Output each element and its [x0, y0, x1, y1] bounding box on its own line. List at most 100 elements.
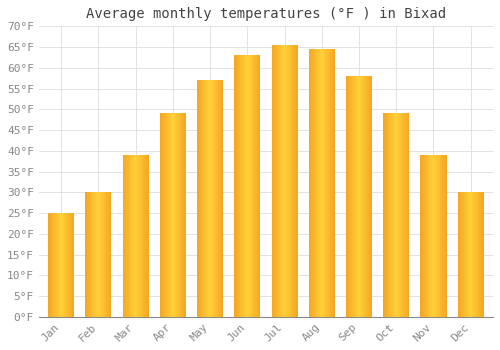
Bar	[440, 155, 442, 317]
Bar	[89, 192, 90, 317]
Bar	[458, 192, 460, 317]
Bar	[424, 155, 425, 317]
Bar	[179, 113, 180, 317]
Bar	[252, 55, 254, 317]
Bar	[352, 76, 353, 317]
Bar	[200, 80, 202, 317]
Bar	[470, 192, 472, 317]
Bar	[199, 80, 200, 317]
Bar	[162, 113, 164, 317]
Bar	[127, 155, 128, 317]
Bar	[171, 113, 172, 317]
Bar	[292, 45, 293, 317]
Bar	[138, 155, 139, 317]
Bar	[371, 76, 372, 317]
Bar	[420, 155, 422, 317]
Bar	[326, 49, 327, 317]
Bar	[174, 113, 176, 317]
Bar	[102, 192, 104, 317]
Bar	[145, 155, 146, 317]
Bar	[147, 155, 148, 317]
Bar	[88, 192, 89, 317]
Bar	[178, 113, 179, 317]
Bar	[359, 76, 360, 317]
Bar	[370, 76, 371, 317]
Bar	[284, 45, 286, 317]
Bar	[332, 49, 333, 317]
Bar	[172, 113, 173, 317]
Bar	[435, 155, 436, 317]
Bar	[62, 213, 63, 317]
Bar	[290, 45, 292, 317]
Bar	[109, 192, 110, 317]
Bar	[402, 113, 403, 317]
Bar	[243, 55, 244, 317]
Bar	[133, 155, 134, 317]
Bar	[206, 80, 208, 317]
Bar	[422, 155, 423, 317]
Bar	[50, 213, 51, 317]
Bar	[399, 113, 400, 317]
Bar	[203, 80, 204, 317]
Bar	[460, 192, 461, 317]
Bar	[472, 192, 474, 317]
Bar	[432, 155, 434, 317]
Bar	[95, 192, 96, 317]
Bar	[218, 80, 219, 317]
Bar	[60, 213, 61, 317]
Bar	[274, 45, 275, 317]
Bar	[67, 213, 68, 317]
Bar	[70, 213, 72, 317]
Bar	[322, 49, 324, 317]
Bar	[483, 192, 484, 317]
Bar	[400, 113, 402, 317]
Bar	[467, 192, 468, 317]
Bar	[466, 192, 467, 317]
Bar	[251, 55, 252, 317]
Bar	[202, 80, 203, 317]
Bar	[220, 80, 222, 317]
Bar	[170, 113, 171, 317]
Bar	[276, 45, 278, 317]
Bar	[469, 192, 470, 317]
Bar	[177, 113, 178, 317]
Bar	[235, 55, 236, 317]
Bar	[386, 113, 388, 317]
Bar	[443, 155, 444, 317]
Bar	[428, 155, 429, 317]
Bar	[361, 76, 362, 317]
Bar	[463, 192, 464, 317]
Bar	[293, 45, 294, 317]
Bar	[167, 113, 168, 317]
Bar	[49, 213, 50, 317]
Bar	[197, 80, 198, 317]
Bar	[106, 192, 107, 317]
Bar	[468, 192, 469, 317]
Bar	[66, 213, 67, 317]
Bar	[146, 155, 147, 317]
Bar	[320, 49, 321, 317]
Bar	[56, 213, 57, 317]
Bar	[430, 155, 431, 317]
Bar	[351, 76, 352, 317]
Bar	[242, 55, 243, 317]
Bar	[287, 45, 288, 317]
Bar	[198, 80, 199, 317]
Bar	[366, 76, 367, 317]
Bar	[385, 113, 386, 317]
Bar	[461, 192, 462, 317]
Bar	[140, 155, 141, 317]
Bar	[480, 192, 481, 317]
Bar	[445, 155, 446, 317]
Bar	[476, 192, 477, 317]
Bar	[92, 192, 93, 317]
Bar	[168, 113, 170, 317]
Bar	[314, 49, 315, 317]
Bar	[96, 192, 98, 317]
Bar	[234, 55, 235, 317]
Bar	[144, 155, 145, 317]
Title: Average monthly temperatures (°F ) in Bixad: Average monthly temperatures (°F ) in Bi…	[86, 7, 446, 21]
Bar	[52, 213, 54, 317]
Bar	[405, 113, 406, 317]
Bar	[110, 192, 112, 317]
